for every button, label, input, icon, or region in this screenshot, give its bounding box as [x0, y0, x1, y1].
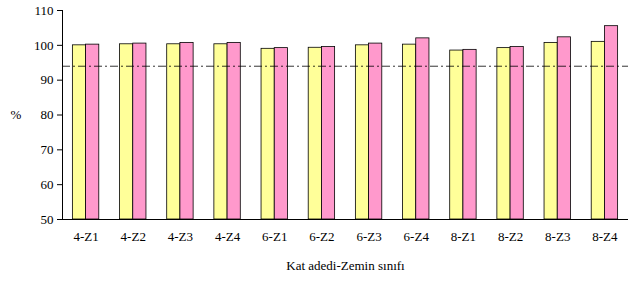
- svg-text:110: 110: [34, 3, 53, 18]
- svg-text:6-Z2: 6-Z2: [309, 229, 334, 244]
- svg-text:8-Z2: 8-Z2: [498, 229, 523, 244]
- svg-text:Kat adedi-Zemin sınıfı: Kat adedi-Zemin sınıfı: [286, 258, 405, 273]
- svg-text:8-Z1: 8-Z1: [451, 229, 476, 244]
- svg-text:60: 60: [41, 177, 54, 192]
- svg-text:6-Z1: 6-Z1: [262, 229, 287, 244]
- svg-text:80: 80: [41, 107, 54, 122]
- svg-text:100: 100: [34, 37, 54, 52]
- svg-text:8-Z4: 8-Z4: [592, 229, 618, 244]
- svg-text:%: %: [11, 107, 22, 122]
- svg-text:4-Z2: 4-Z2: [121, 229, 146, 244]
- svg-text:6-Z3: 6-Z3: [356, 229, 381, 244]
- svg-text:50: 50: [41, 212, 54, 227]
- svg-text:4-Z3: 4-Z3: [168, 229, 193, 244]
- svg-text:4-Z1: 4-Z1: [73, 229, 98, 244]
- svg-text:90: 90: [41, 72, 54, 87]
- svg-text:4-Z4: 4-Z4: [215, 229, 241, 244]
- svg-text:70: 70: [41, 142, 54, 157]
- svg-text:8-Z3: 8-Z3: [545, 229, 570, 244]
- svg-text:6-Z4: 6-Z4: [404, 229, 430, 244]
